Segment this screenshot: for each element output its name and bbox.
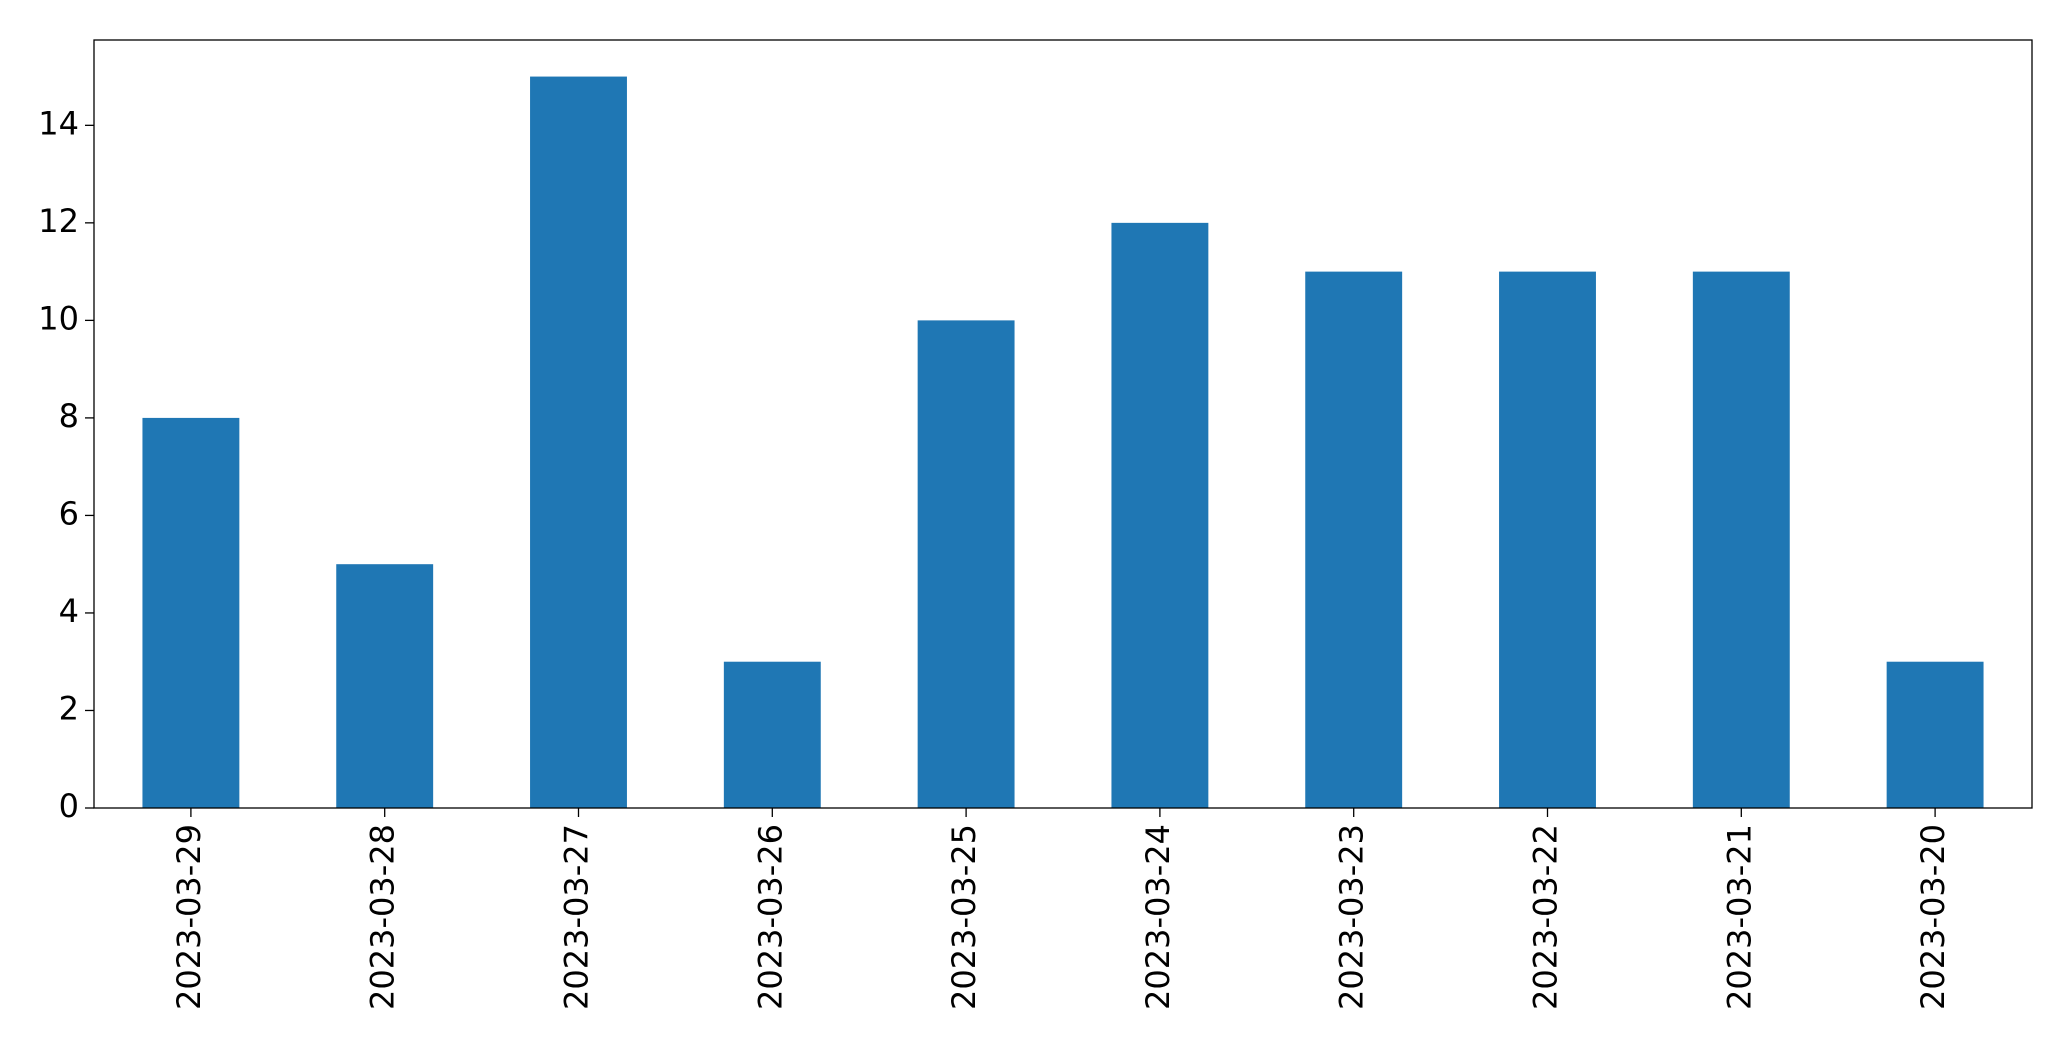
x-tick-label: 2023-03-21 xyxy=(1720,824,1758,1010)
bar xyxy=(1692,271,1790,809)
bar xyxy=(917,320,1015,808)
y-tick-label: 14 xyxy=(38,104,79,142)
x-tick-label: 2023-03-22 xyxy=(1527,824,1565,1010)
x-tick-label: 2023-03-27 xyxy=(558,824,596,1010)
bar xyxy=(336,564,434,808)
x-tick-label: 2023-03-29 xyxy=(170,824,208,1010)
y-tick-label: 8 xyxy=(59,397,79,435)
bar xyxy=(1305,271,1403,809)
y-tick-label: 12 xyxy=(38,202,79,240)
x-tick-label: 2023-03-24 xyxy=(1139,824,1177,1010)
y-tick-label: 6 xyxy=(59,494,79,532)
x-tick-label: 2023-03-23 xyxy=(1333,824,1371,1010)
bar xyxy=(1499,271,1596,809)
bar xyxy=(142,417,240,808)
x-tick-label: 2023-03-25 xyxy=(945,824,983,1010)
x-tick-label: 2023-03-26 xyxy=(751,824,789,1010)
y-tick-label: 0 xyxy=(59,787,79,825)
x-tick-label: 2023-03-20 xyxy=(1914,824,1952,1010)
x-tick-label: 2023-03-28 xyxy=(364,824,402,1010)
bar xyxy=(723,661,821,808)
bar xyxy=(530,76,627,809)
y-tick-label: 4 xyxy=(59,592,79,630)
bar xyxy=(1111,222,1209,808)
y-tick-label: 2 xyxy=(59,689,79,727)
y-tick-label: 10 xyxy=(38,299,79,337)
bar xyxy=(1886,661,1984,808)
plot-frame xyxy=(93,39,2033,809)
